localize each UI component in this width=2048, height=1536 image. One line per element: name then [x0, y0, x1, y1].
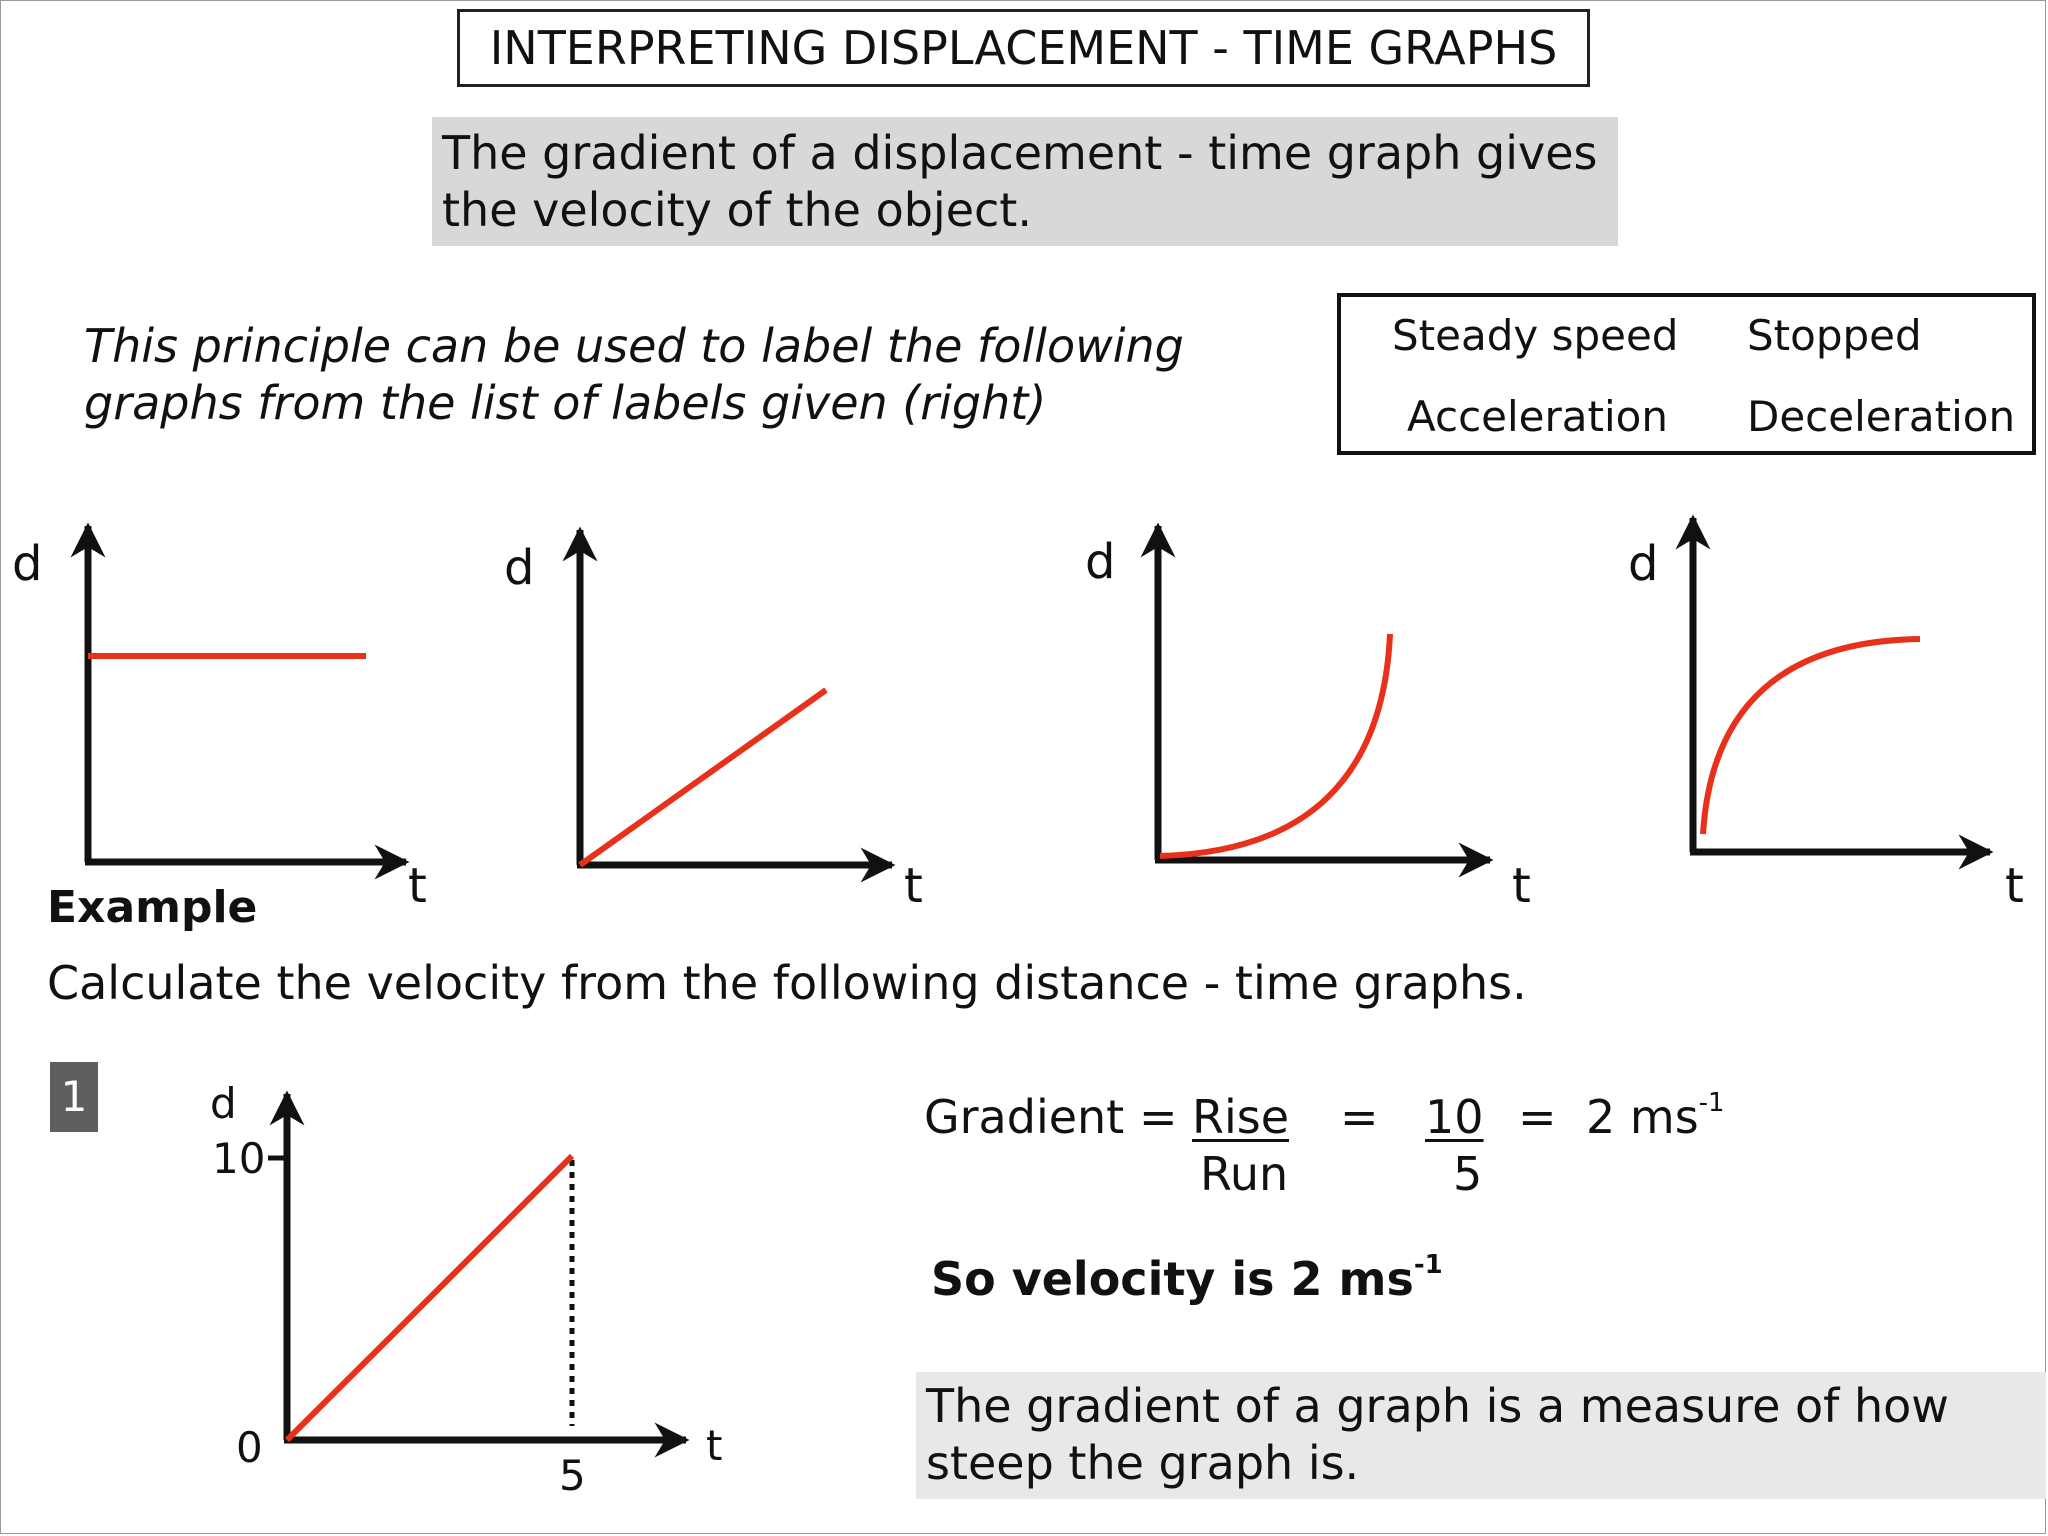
velocity-exponent: -1 [1413, 1250, 1443, 1280]
graph-3-curve [1159, 633, 1393, 859]
example-y-tick-label: 10 [212, 1134, 265, 1183]
run-value: 5 [1453, 1147, 1483, 1201]
graph-1: d t [12, 522, 427, 914]
graph-3-x-label: t [1512, 858, 1531, 914]
intro-text: This principle can be used to label the … [84, 319, 1184, 430]
gradient-word: Gradient [924, 1090, 1125, 1144]
example-instruction: Calculate the velocity from the followin… [47, 956, 1527, 1010]
example-x-tick-label: 5 [559, 1451, 586, 1500]
graph-1-y-label: d [12, 536, 42, 592]
example-x-label: t [706, 1421, 722, 1470]
example-y-label: d [210, 1079, 237, 1128]
label-steady-speed: Steady speed [1392, 311, 1679, 360]
label-stopped: Stopped [1747, 311, 1922, 360]
graph-4-x-label: t [2005, 858, 2024, 914]
graph-1-x-label: t [408, 858, 427, 914]
equals-3: = [1518, 1090, 1557, 1144]
rise-label: Rise [1192, 1090, 1290, 1144]
velocity-answer: So velocity is 2 ms-1 [931, 1252, 1443, 1306]
example-origin-label: 0 [236, 1423, 263, 1472]
result-value: 2 ms-1 [1586, 1090, 1725, 1144]
graph-4-curve [1700, 636, 1921, 835]
page-title: INTERPRETING DISPLACEMENT - TIME GRAPHS [457, 9, 1590, 87]
run-label: Run [1200, 1147, 1289, 1201]
equals-1: = [1139, 1090, 1178, 1144]
graph-2-curve [578, 687, 828, 868]
graph-3: d t [1085, 522, 1531, 914]
example-graph: d 10 0 5 t [210, 1079, 722, 1500]
principle-box: The gradient of a displacement - time gr… [432, 117, 1618, 246]
example-heading: Example [47, 882, 258, 933]
example-curve [284, 1153, 575, 1443]
equals-2: = [1340, 1090, 1379, 1144]
rise-value: 10 [1425, 1090, 1484, 1144]
label-options-box: Steady speed Stopped Acceleration Decele… [1337, 293, 2036, 455]
graph-4: d t [1628, 514, 2024, 914]
graph-2: d t [504, 526, 923, 914]
question-number-badge: 1 [50, 1062, 98, 1132]
velocity-text: So velocity is 2 ms [931, 1252, 1414, 1306]
graph-3-y-label: d [1085, 534, 1115, 590]
graph-2-y-label: d [504, 540, 534, 596]
gradient-note: The gradient of a graph is a measure of … [916, 1372, 2046, 1499]
label-deceleration: Deceleration [1747, 392, 2016, 441]
graph-2-x-label: t [904, 858, 923, 914]
label-acceleration: Acceleration [1407, 392, 1668, 441]
result-text: 2 ms [1586, 1090, 1699, 1144]
graph-4-y-label: d [1628, 536, 1658, 592]
result-exponent: -1 [1698, 1088, 1725, 1118]
